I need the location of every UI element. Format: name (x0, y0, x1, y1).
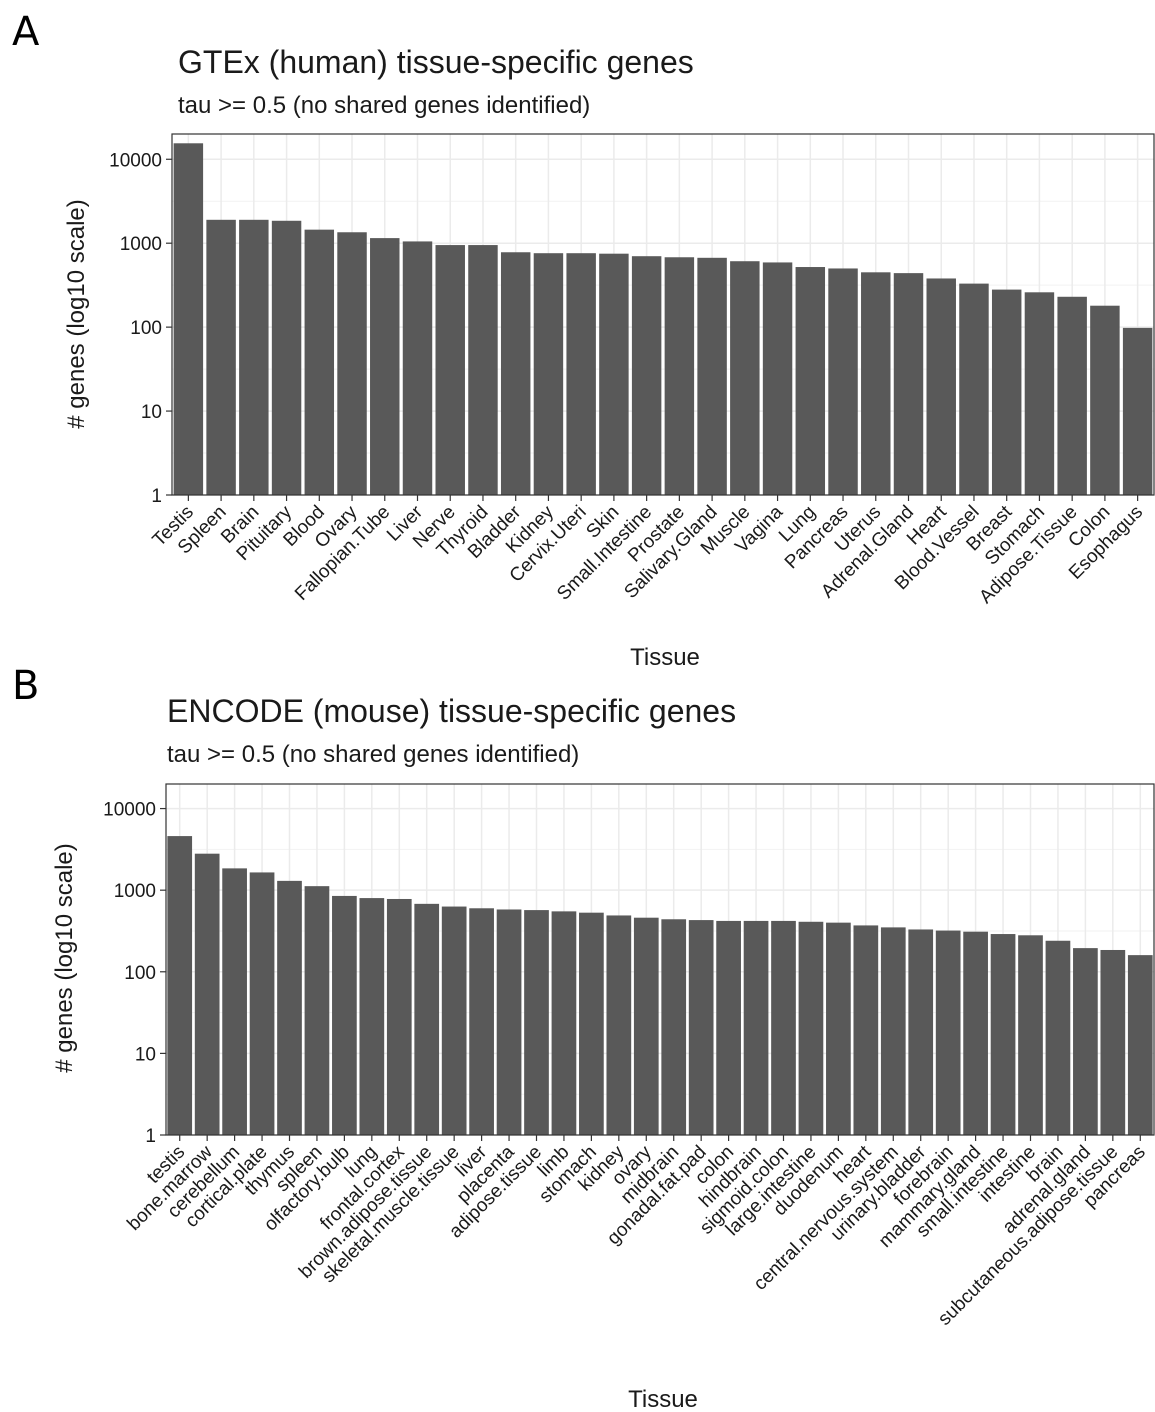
gtex-bar-bladder (500, 252, 531, 495)
encode-bar-frontal-cortex (386, 898, 412, 1135)
gtex-bar-breast (991, 289, 1022, 495)
encode-bar-ovary (633, 917, 659, 1135)
gtex-y-tick-label-2: 100 (130, 318, 162, 339)
encode-y-axis-title: # genes (log10 scale) (51, 843, 78, 1072)
gtex-y-tick-label-4: 10000 (109, 150, 162, 171)
encode-bar-urinary-bladder (908, 929, 934, 1135)
gtex-bar-salivary-gland (697, 257, 727, 495)
encode-bar-pancreas (1127, 955, 1153, 1135)
gtex-bar-adrenal-gland (893, 273, 924, 495)
encode-y-tick-label-2: 100 (124, 963, 156, 984)
gtex-bar-spleen (206, 219, 236, 496)
encode-bar-central-nervous-system (880, 927, 906, 1135)
encode-y-tick-label-4: 10000 (103, 800, 156, 821)
gtex-bar-muscle (730, 261, 760, 495)
gtex-bar-thyroid (468, 245, 498, 495)
encode-bar-stomach (579, 912, 604, 1135)
encode-bar-adrenal-gland (1073, 948, 1098, 1135)
encode-bar-mammary-gland (963, 931, 988, 1135)
encode-bar-cortical-plate (249, 872, 275, 1135)
encode-bar-intestine (1018, 935, 1043, 1135)
gtex-x-axis-title: Tissue (630, 644, 700, 671)
gtex-bar-stomach (1024, 292, 1055, 495)
encode-bar-limb (551, 911, 577, 1135)
gtex-bar-nerve (435, 245, 465, 495)
encode-bar-liver (469, 908, 494, 1135)
encode-bar-lung (359, 898, 385, 1135)
gtex-plot-background (172, 134, 1154, 495)
encode-plot-background (166, 784, 1154, 1135)
gtex-bar-blood-vessel (959, 283, 989, 495)
gtex-bar-skin (599, 253, 629, 495)
gtex-bar-esophagus (1122, 327, 1153, 495)
gtex-bar-adipose-tissue (1057, 296, 1087, 495)
gtex-bar-fallopian-tube (370, 238, 400, 495)
gtex-bar-heart (926, 278, 956, 495)
gtex-chart-title: GTEx (human) tissue-specific genes (178, 44, 694, 80)
gtex-bar-blood (304, 229, 335, 495)
gtex-bar-colon (1090, 305, 1120, 495)
gtex-plot-border (171, 133, 1155, 496)
gtex-chart-subtitle: tau >= 0.5 (no shared genes identified) (178, 92, 590, 119)
encode-y-tick-label-3: 1000 (114, 881, 156, 902)
gtex-y-axis-title: # genes (log10 scale) (63, 199, 90, 428)
encode-bar-spleen (304, 886, 330, 1135)
gtex-bar-liver (402, 241, 433, 495)
gtex-y-tick-label-3: 1000 (120, 234, 162, 255)
gtex-bar-small-intestine (631, 256, 662, 495)
encode-bar-gonadal-fat-pad (688, 920, 714, 1135)
encode-y-tick-label-0: 1 (145, 1126, 156, 1147)
encode-bar-skeletal-muscle-tissue (441, 906, 467, 1135)
gtex-y-tick-label-1: 10 (141, 402, 162, 423)
encode-bar-heart (853, 925, 879, 1135)
encode-bar-testis (167, 836, 193, 1135)
gtex-bar-pancreas (828, 268, 858, 495)
encode-bar-brown-adipose-tissue (414, 903, 440, 1135)
encode-bar-olfactory-bulb (332, 895, 357, 1135)
encode-bar-large-intestine (798, 921, 824, 1135)
encode-bar-cerebellum (222, 868, 247, 1135)
encode-bar-forebrain (935, 930, 961, 1135)
gtex-bar-vagina (762, 262, 793, 495)
gtex-bar-cervix-uteri (566, 253, 596, 495)
encode-chart-title: ENCODE (mouse) tissue-specific genes (167, 693, 736, 729)
gtex-bar-kidney (533, 253, 564, 495)
panel-letter-b: B (12, 663, 40, 709)
encode-bar-adipose-tissue (524, 910, 549, 1135)
gtex-bar-testis (173, 143, 204, 496)
encode-plot-border (165, 783, 1155, 1136)
gtex-bar-ovary (337, 232, 367, 495)
encode-bar-sigmoid-colon (771, 920, 796, 1135)
encode-chart-subtitle: tau >= 0.5 (no shared genes identified) (167, 741, 579, 768)
gtex-y-tick-label-0: 1 (151, 486, 162, 507)
encode-bar-midbrain (661, 919, 687, 1135)
encode-x-axis-title: Tissue (628, 1386, 698, 1412)
gtex-bar-brain (239, 219, 269, 496)
encode-bar-duodenum (826, 922, 851, 1135)
gtex-bar-pituitary (271, 220, 302, 496)
encode-bar-placenta (496, 909, 522, 1135)
panel-letter-a: A (12, 9, 40, 55)
encode-bar-kidney (606, 915, 632, 1135)
gtex-bar-prostate (664, 257, 695, 495)
encode-bar-brain (1045, 940, 1071, 1135)
encode-y-tick-label-1: 10 (135, 1044, 156, 1065)
encode-bar-hindbrain (743, 920, 769, 1135)
encode-bar-subcutaneous-adipose-tissue (1100, 949, 1126, 1135)
encode-bar-small-intestine (990, 934, 1016, 1135)
encode-bar-colon (716, 920, 741, 1135)
gtex-bar-lung (795, 267, 826, 495)
encode-bar-bone-marrow (194, 853, 220, 1135)
encode-bar-thymus (277, 880, 302, 1135)
gtex-bar-uterus (861, 272, 891, 495)
